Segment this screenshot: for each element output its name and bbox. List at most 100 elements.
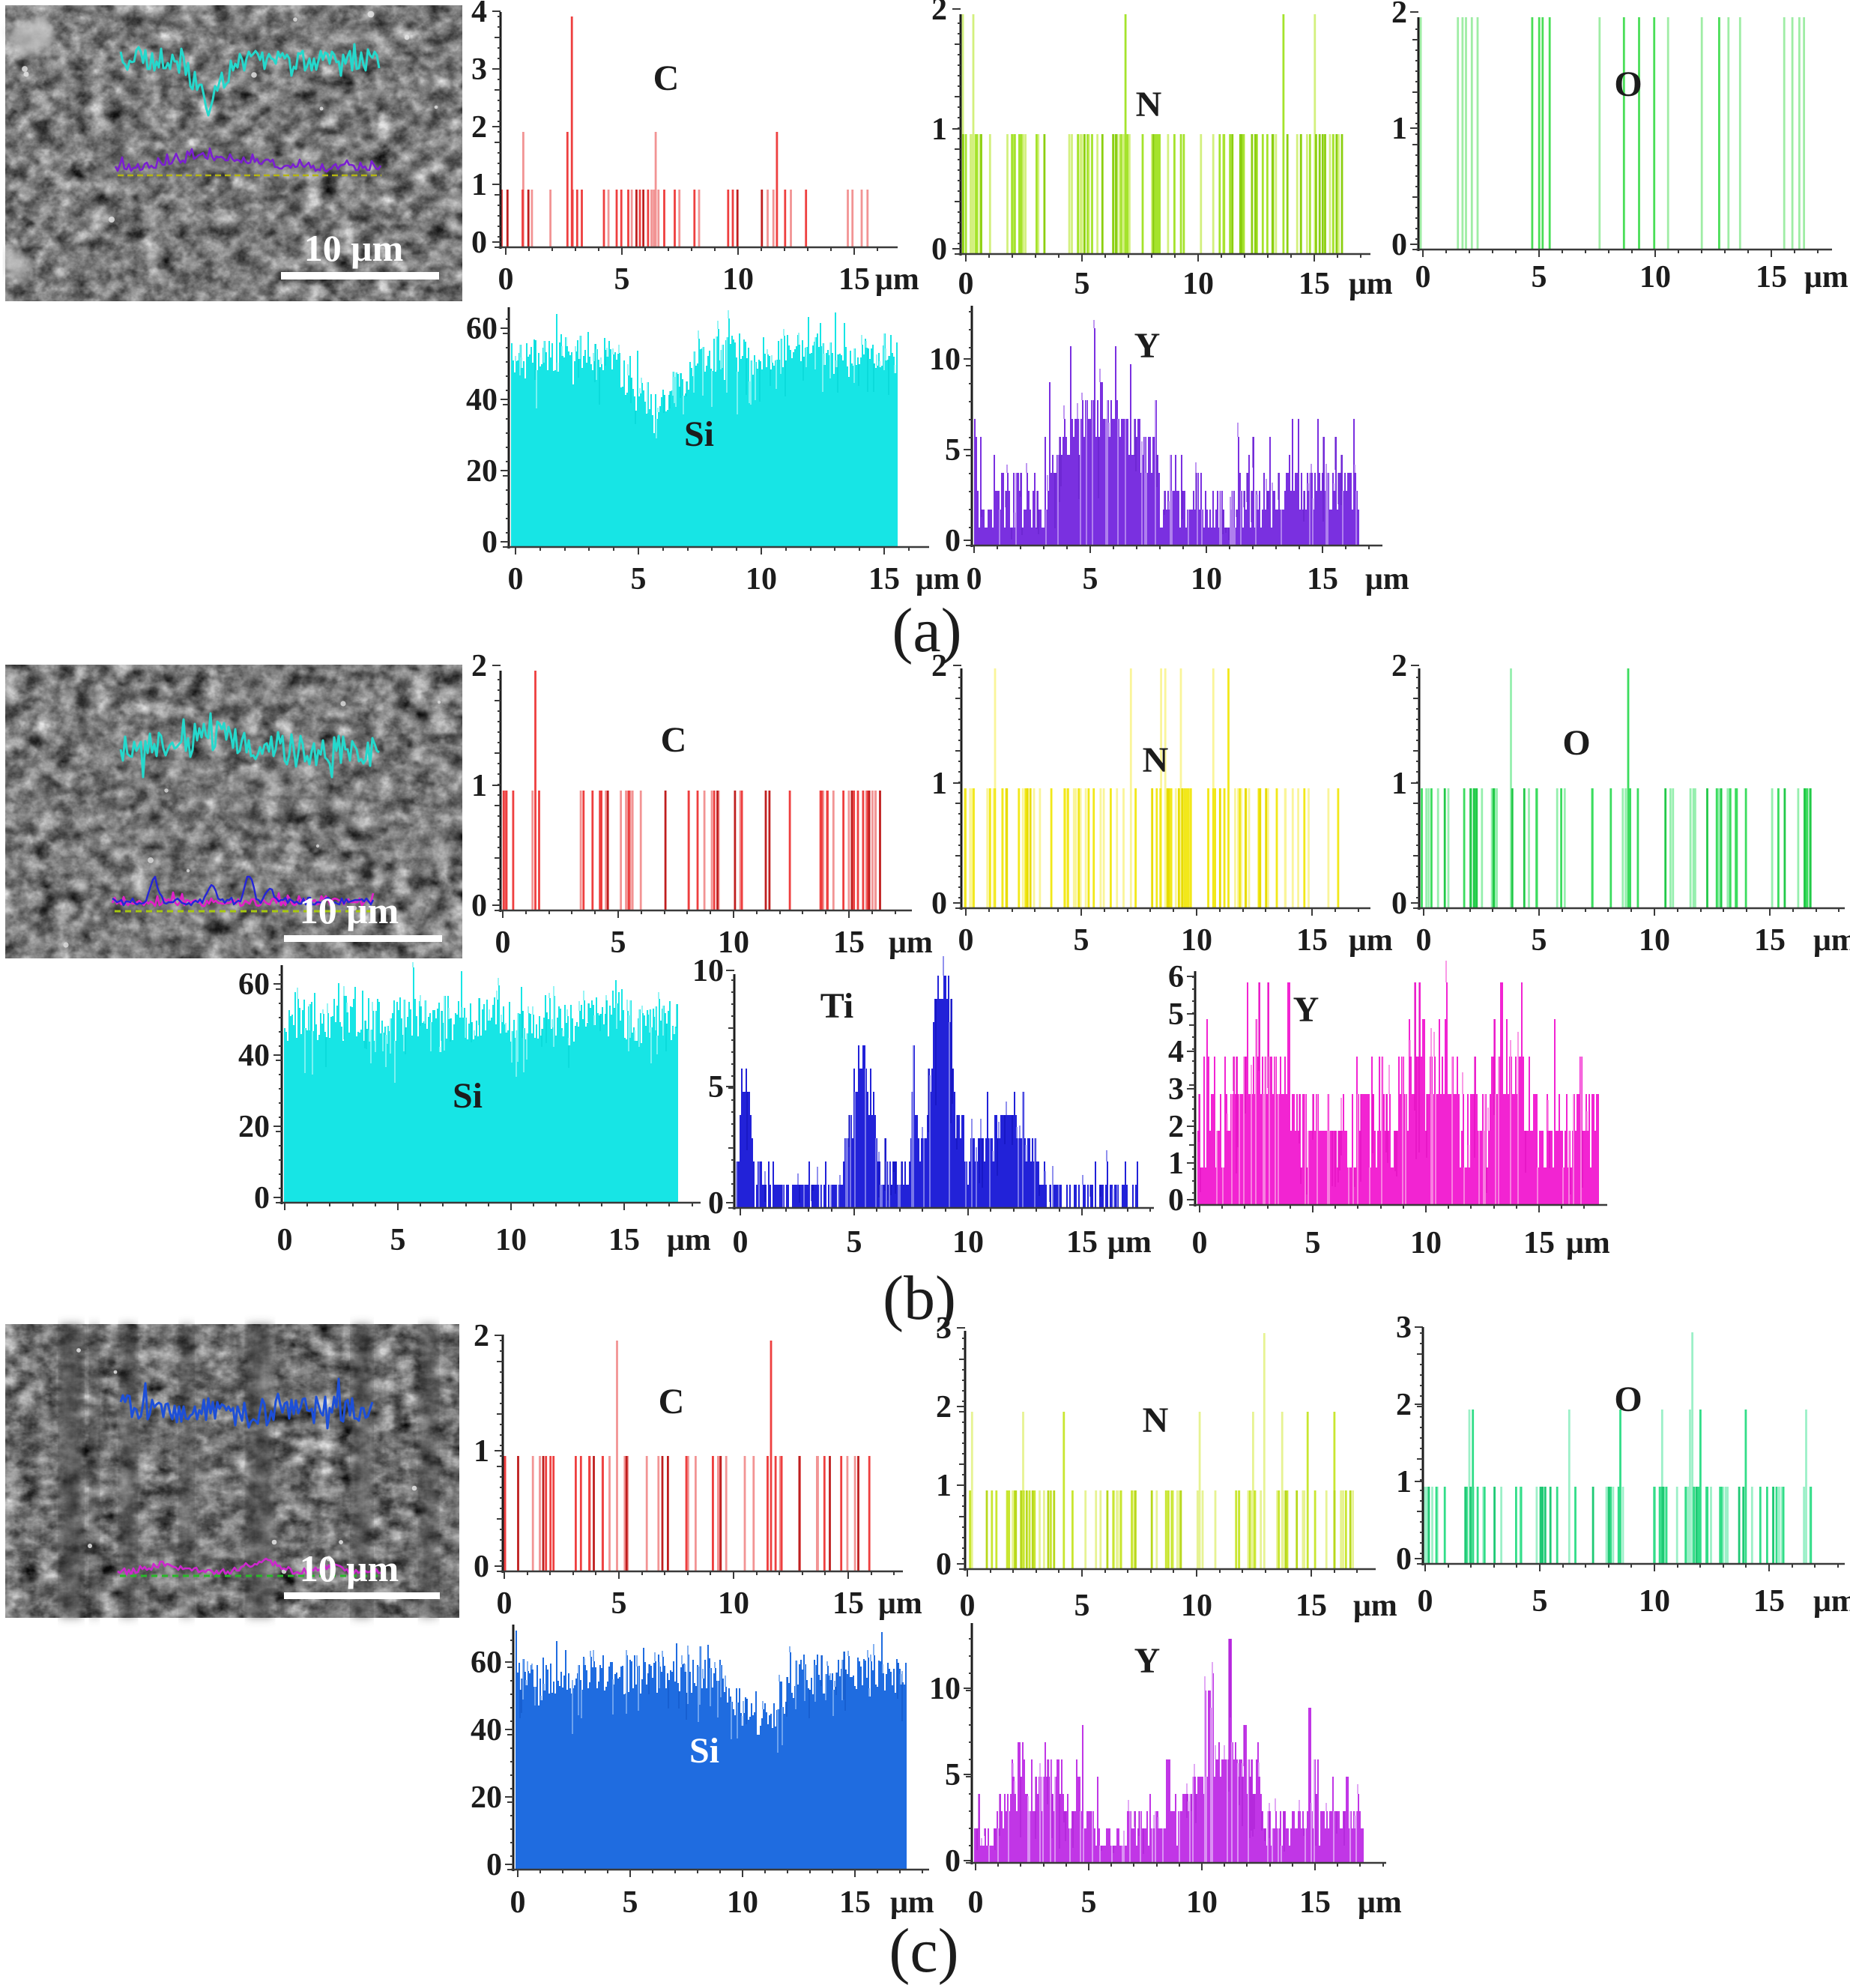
- svg-text:2: 2: [471, 649, 487, 683]
- svg-text:40: 40: [238, 1039, 270, 1073]
- svg-text:60: 60: [238, 967, 270, 1002]
- svg-text:1: 1: [936, 1469, 952, 1503]
- svg-text:15: 15: [1756, 260, 1787, 294]
- svg-text:10: 10: [952, 1225, 984, 1260]
- svg-text:5: 5: [611, 925, 626, 960]
- svg-text:2: 2: [931, 649, 947, 683]
- svg-text:60: 60: [471, 1646, 502, 1680]
- svg-text:2: 2: [936, 1390, 952, 1424]
- svg-text:0: 0: [1416, 923, 1432, 958]
- svg-text:5: 5: [1074, 923, 1089, 958]
- svg-text:4: 4: [471, 0, 487, 29]
- svg-text:Si: Si: [453, 1076, 483, 1116]
- svg-text:C: C: [659, 1382, 685, 1421]
- svg-text:0: 0: [936, 1547, 952, 1582]
- svg-text:1: 1: [1391, 767, 1407, 801]
- svg-text:N: N: [1143, 740, 1169, 780]
- svg-text:15: 15: [839, 1885, 871, 1920]
- svg-text:3: 3: [1168, 1072, 1184, 1107]
- svg-text:0: 0: [945, 1844, 961, 1879]
- svg-text:Ti: Ti: [820, 986, 853, 1026]
- svg-text:0: 0: [495, 925, 511, 960]
- svg-text:0: 0: [1391, 886, 1407, 921]
- svg-text:10: 10: [1639, 923, 1670, 958]
- svg-text:5: 5: [1074, 267, 1090, 301]
- svg-text:5: 5: [847, 1225, 862, 1260]
- svg-text:40: 40: [471, 1713, 502, 1747]
- svg-text:10: 10: [929, 1672, 961, 1706]
- svg-text:μm: μm: [1813, 923, 1850, 958]
- svg-text:15: 15: [832, 1586, 864, 1621]
- svg-text:2: 2: [1391, 0, 1407, 30]
- svg-text:20: 20: [466, 454, 498, 489]
- svg-text:5: 5: [611, 1586, 627, 1621]
- svg-text:3: 3: [471, 52, 487, 87]
- svg-text:1: 1: [1396, 1465, 1412, 1499]
- svg-text:15: 15: [833, 925, 865, 960]
- svg-text:4: 4: [1168, 1035, 1184, 1069]
- svg-text:60: 60: [466, 312, 498, 346]
- svg-text:15: 15: [1753, 1584, 1785, 1619]
- svg-text:5: 5: [945, 1758, 961, 1792]
- svg-text:6: 6: [1168, 960, 1184, 994]
- svg-text:0: 0: [471, 889, 487, 923]
- svg-text:0: 0: [931, 232, 947, 267]
- svg-text:1: 1: [931, 767, 947, 801]
- svg-text:10: 10: [722, 262, 754, 297]
- svg-text:0: 0: [1418, 1584, 1433, 1619]
- svg-text:C: C: [661, 720, 687, 760]
- svg-text:15: 15: [1296, 923, 1328, 958]
- svg-text:10: 10: [929, 342, 961, 377]
- svg-text:1: 1: [471, 168, 487, 202]
- svg-text:10: 10: [1182, 267, 1214, 301]
- svg-text:0: 0: [471, 226, 487, 260]
- svg-text:Y: Y: [1293, 990, 1320, 1030]
- svg-text:0: 0: [960, 1589, 976, 1623]
- svg-text:C: C: [653, 58, 680, 98]
- svg-text:0: 0: [254, 1181, 270, 1215]
- svg-text:2: 2: [1391, 649, 1407, 683]
- svg-text:5: 5: [1083, 562, 1098, 596]
- svg-text:15: 15: [1296, 1589, 1327, 1623]
- svg-text:μm: μm: [878, 1586, 922, 1621]
- svg-text:0: 0: [498, 262, 514, 297]
- svg-text:10: 10: [1181, 923, 1212, 958]
- svg-text:Si: Si: [689, 1731, 719, 1771]
- svg-text:0: 0: [1192, 1226, 1208, 1260]
- svg-text:5: 5: [708, 1070, 724, 1105]
- svg-text:O: O: [1562, 723, 1590, 763]
- svg-text:μm: μm: [890, 1885, 934, 1920]
- svg-text:μm: μm: [1107, 1225, 1152, 1260]
- svg-text:2: 2: [471, 110, 487, 145]
- svg-text:15: 15: [868, 562, 900, 596]
- svg-text:μm: μm: [1353, 1589, 1397, 1623]
- svg-text:10: 10: [1191, 562, 1222, 596]
- svg-text:15: 15: [1754, 923, 1786, 958]
- svg-text:20: 20: [238, 1110, 270, 1144]
- svg-text:10: 10: [1410, 1226, 1442, 1260]
- svg-text:0: 0: [482, 525, 498, 560]
- svg-text:5: 5: [1074, 1589, 1090, 1623]
- svg-text:0: 0: [1396, 1542, 1412, 1577]
- svg-text:N: N: [1136, 85, 1162, 124]
- svg-text:15: 15: [1523, 1226, 1555, 1260]
- svg-text:5: 5: [614, 262, 630, 297]
- svg-text:Y: Y: [1134, 1641, 1161, 1681]
- svg-text:μm: μm: [889, 925, 933, 960]
- svg-text:5: 5: [1168, 997, 1184, 1032]
- svg-text:O: O: [1614, 1380, 1642, 1419]
- svg-text:μm: μm: [1349, 267, 1393, 301]
- svg-text:3: 3: [936, 1311, 952, 1346]
- svg-text:0: 0: [1391, 228, 1407, 262]
- svg-text:μm: μm: [1358, 1885, 1402, 1920]
- svg-text:μm: μm: [1813, 1584, 1850, 1619]
- svg-text:0: 0: [474, 1550, 489, 1584]
- svg-text:2: 2: [474, 1319, 489, 1353]
- svg-text:10 μm: 10 μm: [300, 889, 399, 931]
- svg-text:0: 0: [958, 923, 974, 958]
- svg-text:5: 5: [1081, 1885, 1097, 1920]
- svg-text:15: 15: [838, 262, 870, 297]
- svg-text:5: 5: [1305, 1226, 1321, 1260]
- svg-text:1: 1: [931, 112, 947, 147]
- svg-text:N: N: [1143, 1401, 1169, 1440]
